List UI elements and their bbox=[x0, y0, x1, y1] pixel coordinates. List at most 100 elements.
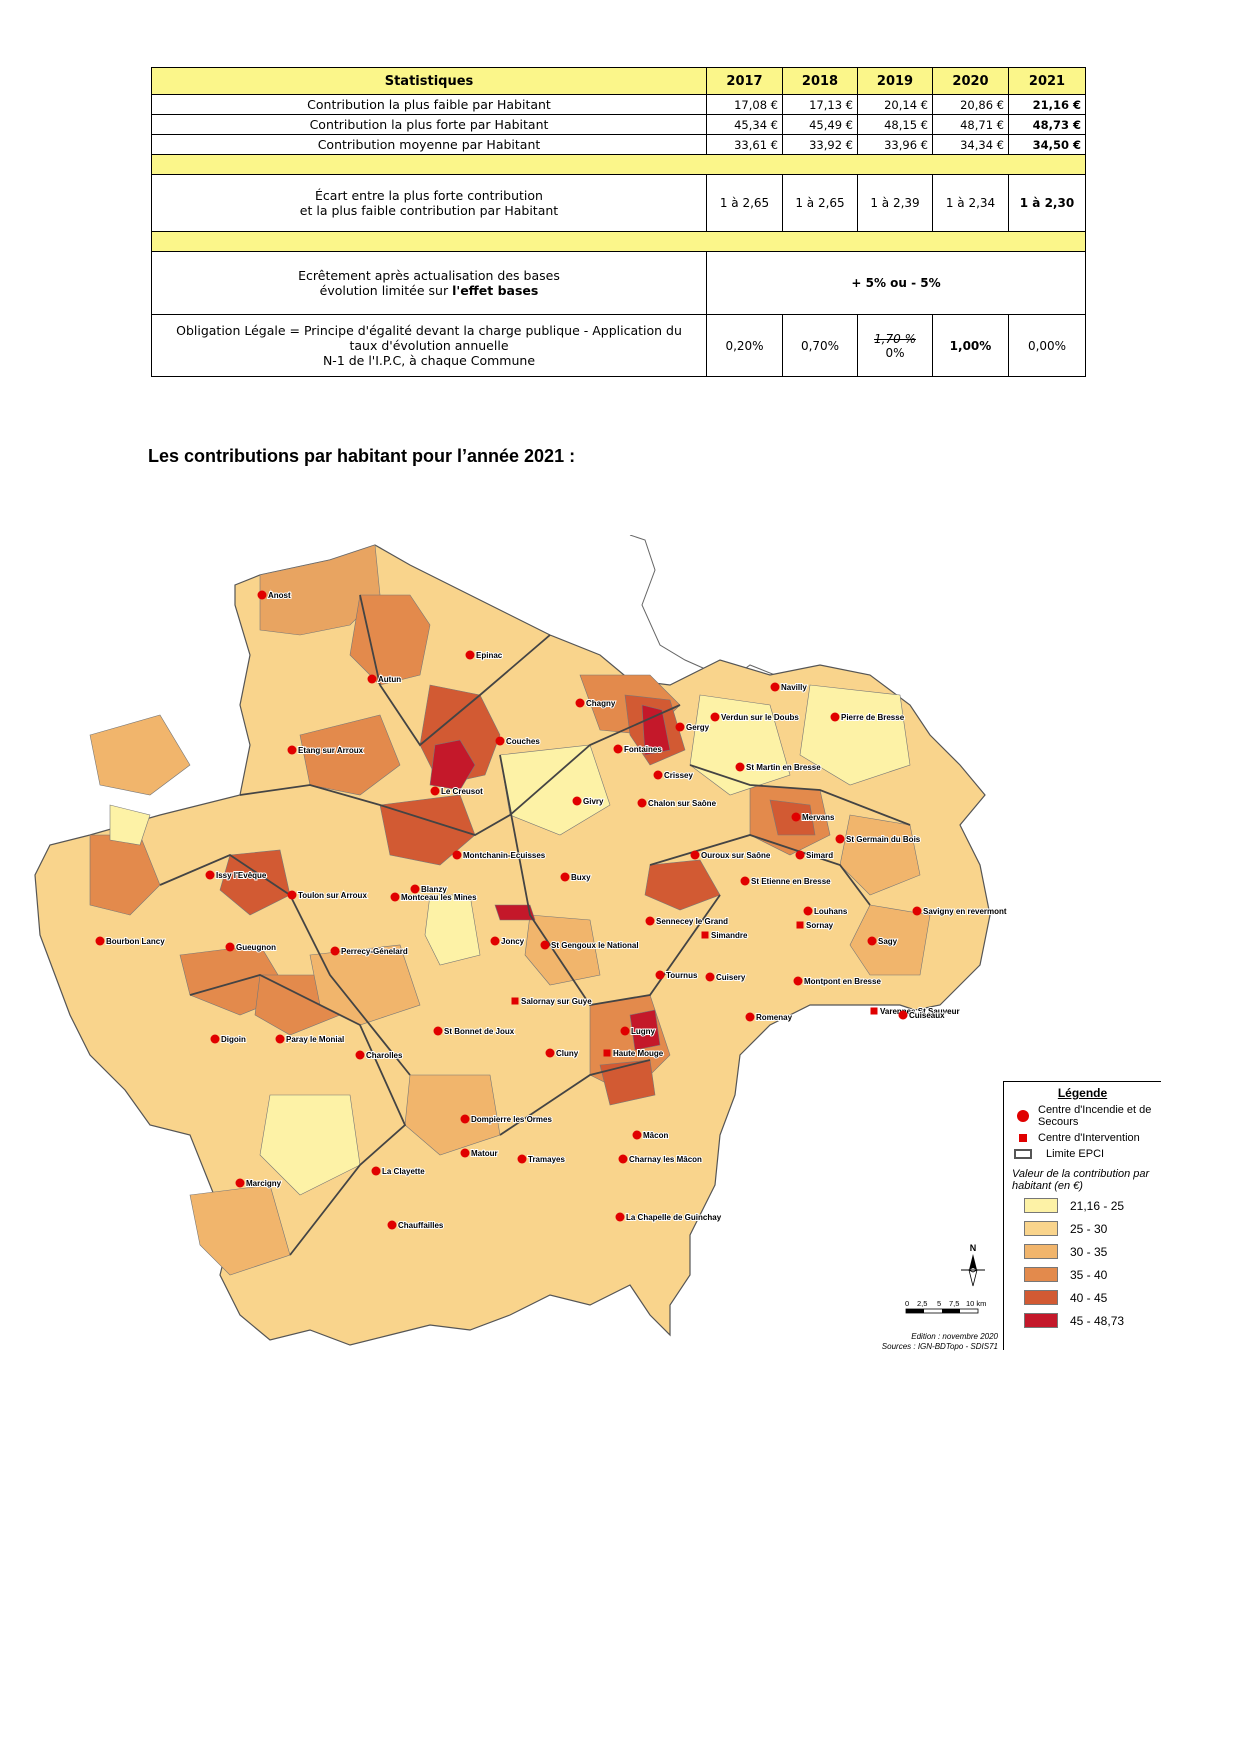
fire-station-icon bbox=[390, 892, 400, 902]
cell-value: 1 à 2,30 bbox=[1008, 174, 1086, 232]
obligation-label-line: Obligation Légale = Principe d'égalité d… bbox=[176, 323, 682, 338]
statistics-table: Statistiques 2017 2018 2019 2020 2021 Co… bbox=[151, 67, 1086, 377]
intervention-center-icon bbox=[796, 921, 804, 929]
fire-station-icon bbox=[795, 850, 805, 860]
town-label: St Martin en Bresse bbox=[746, 763, 821, 772]
cell-value: 33,61 € bbox=[706, 134, 783, 155]
zone bbox=[109, 804, 151, 846]
town-label: Mervans bbox=[802, 813, 835, 822]
cell-value: 21,16 € bbox=[1008, 94, 1086, 115]
fire-station-icon bbox=[560, 872, 570, 882]
fire-station-icon bbox=[517, 1154, 527, 1164]
intervention-center-icon bbox=[701, 931, 709, 939]
epci-boundary bbox=[689, 764, 911, 826]
scale-tick: 0 bbox=[905, 1299, 909, 1308]
cell-value: 20,14 € bbox=[857, 94, 933, 115]
table-row: Contribution la plus forte par Habitant … bbox=[151, 114, 1086, 135]
town-label: Givry bbox=[583, 797, 604, 806]
town-label: Matour bbox=[471, 1149, 498, 1158]
cell-value: 45,49 € bbox=[782, 114, 858, 135]
ecretement-value: + 5% ou - 5% bbox=[706, 251, 1086, 315]
boundary-box-icon bbox=[1014, 1149, 1032, 1159]
color-swatch bbox=[1024, 1290, 1058, 1305]
zone bbox=[259, 1094, 361, 1196]
intervention-center-icon bbox=[870, 1007, 878, 1015]
header-year: 2021 bbox=[1008, 67, 1086, 95]
town-label: Epinac bbox=[476, 651, 503, 660]
intervention-center-icon bbox=[603, 1049, 611, 1057]
fire-station-icon bbox=[653, 770, 663, 780]
table-row: Écart entre la plus forte contribution e… bbox=[151, 174, 1086, 232]
row-label: Obligation Légale = Principe d'égalité d… bbox=[151, 314, 707, 377]
fire-station-icon bbox=[710, 712, 720, 722]
legend-class: 45 - 48,73 bbox=[1024, 1309, 1161, 1332]
town-label: Dompierre les Ormes bbox=[471, 1115, 552, 1124]
town-label: Chauffailles bbox=[398, 1221, 444, 1230]
north-letter: N bbox=[970, 1243, 977, 1253]
header-year: 2020 bbox=[932, 67, 1009, 95]
fire-station-icon bbox=[545, 1048, 555, 1058]
fire-station-icon bbox=[620, 1026, 630, 1036]
cell-value: 20,86 € bbox=[932, 94, 1009, 115]
row-label: Contribution la plus faible par Habitant bbox=[151, 94, 707, 115]
fire-station-icon bbox=[632, 1130, 642, 1140]
epci-boundary bbox=[359, 594, 551, 747]
cell-value: 48,73 € bbox=[1008, 114, 1086, 135]
class-label: 21,16 - 25 bbox=[1070, 1198, 1125, 1213]
town-label: Perrecy-Génelard bbox=[341, 947, 408, 956]
intervention-center-icon bbox=[511, 997, 519, 1005]
fire-station-icon bbox=[287, 890, 297, 900]
color-swatch bbox=[1024, 1244, 1058, 1259]
cell-value: 45,34 € bbox=[706, 114, 783, 135]
color-swatch bbox=[1024, 1267, 1058, 1282]
town-label: Sornay bbox=[806, 921, 834, 930]
ecretement-label-prefix: évolution limitée sur bbox=[319, 283, 453, 298]
table-row: Ecrêtement après actualisation des bases… bbox=[151, 251, 1086, 315]
row-label: Ecrêtement après actualisation des bases… bbox=[151, 251, 707, 315]
town-label: Anost bbox=[268, 591, 291, 600]
town-label: Fontaines bbox=[624, 745, 662, 754]
fire-station-icon bbox=[835, 834, 845, 844]
town-markers: Anost Epinac Autun Chagny Navilly Verdun sur … bbox=[95, 590, 1008, 1231]
town-label: Cuisery bbox=[716, 973, 746, 982]
scale-tick: 7,5 bbox=[949, 1299, 959, 1308]
scale-tick: 10 km bbox=[966, 1299, 986, 1308]
map-heading: Les contributions par habitant pour l’an… bbox=[148, 446, 576, 466]
legend-title: Légende bbox=[1057, 1086, 1108, 1100]
north-arrow-icon: N bbox=[961, 1243, 985, 1287]
cell-value: 1,00% bbox=[932, 314, 1009, 377]
cell-value: 1 à 2,65 bbox=[706, 174, 783, 232]
separator-row bbox=[151, 154, 1086, 175]
town-label: St Etienne en Bresse bbox=[751, 877, 831, 886]
cell-value: 48,71 € bbox=[932, 114, 1009, 135]
town-label: Montpont en Bresse bbox=[804, 977, 881, 986]
table-row: Contribution moyenne par Habitant 33,61 … bbox=[151, 134, 1086, 155]
fire-station-icon bbox=[410, 884, 420, 894]
town-label: Cluny bbox=[556, 1049, 579, 1058]
epci-boundary bbox=[499, 1059, 651, 1136]
scale-tick: 5 bbox=[937, 1299, 941, 1308]
town-label: Charolles bbox=[366, 1051, 403, 1060]
corrected-value: 0% bbox=[885, 345, 905, 360]
zone bbox=[644, 859, 721, 911]
town-label: Paray le Monial bbox=[286, 1035, 344, 1044]
ecretement-label-bold: l'effet bases bbox=[452, 283, 539, 298]
town-label: Lugny bbox=[631, 1027, 656, 1036]
epci-boundary bbox=[649, 834, 871, 906]
zone bbox=[629, 1009, 661, 1051]
ecretement-label-line: évolution limitée sur l'effet bases bbox=[156, 283, 702, 298]
town-label: Bourbon Lancy bbox=[106, 937, 165, 946]
cell-value: 33,96 € bbox=[857, 134, 933, 155]
town-label: Gergy bbox=[686, 723, 710, 732]
legend-class: 30 - 35 bbox=[1024, 1240, 1161, 1263]
cell-value: 1 à 2,65 bbox=[782, 174, 858, 232]
epci-boundary bbox=[189, 974, 407, 1256]
zone bbox=[499, 744, 611, 836]
separator-row bbox=[151, 231, 1086, 252]
fire-station-icon bbox=[430, 786, 440, 796]
town-label: Autun bbox=[378, 675, 401, 684]
fire-station-icon bbox=[803, 906, 813, 916]
town-label: Varennes St Sauveur bbox=[880, 1007, 960, 1016]
ecart-label-line: Écart entre la plus forte contribution bbox=[315, 188, 543, 203]
legend-class: 25 - 30 bbox=[1024, 1217, 1161, 1240]
